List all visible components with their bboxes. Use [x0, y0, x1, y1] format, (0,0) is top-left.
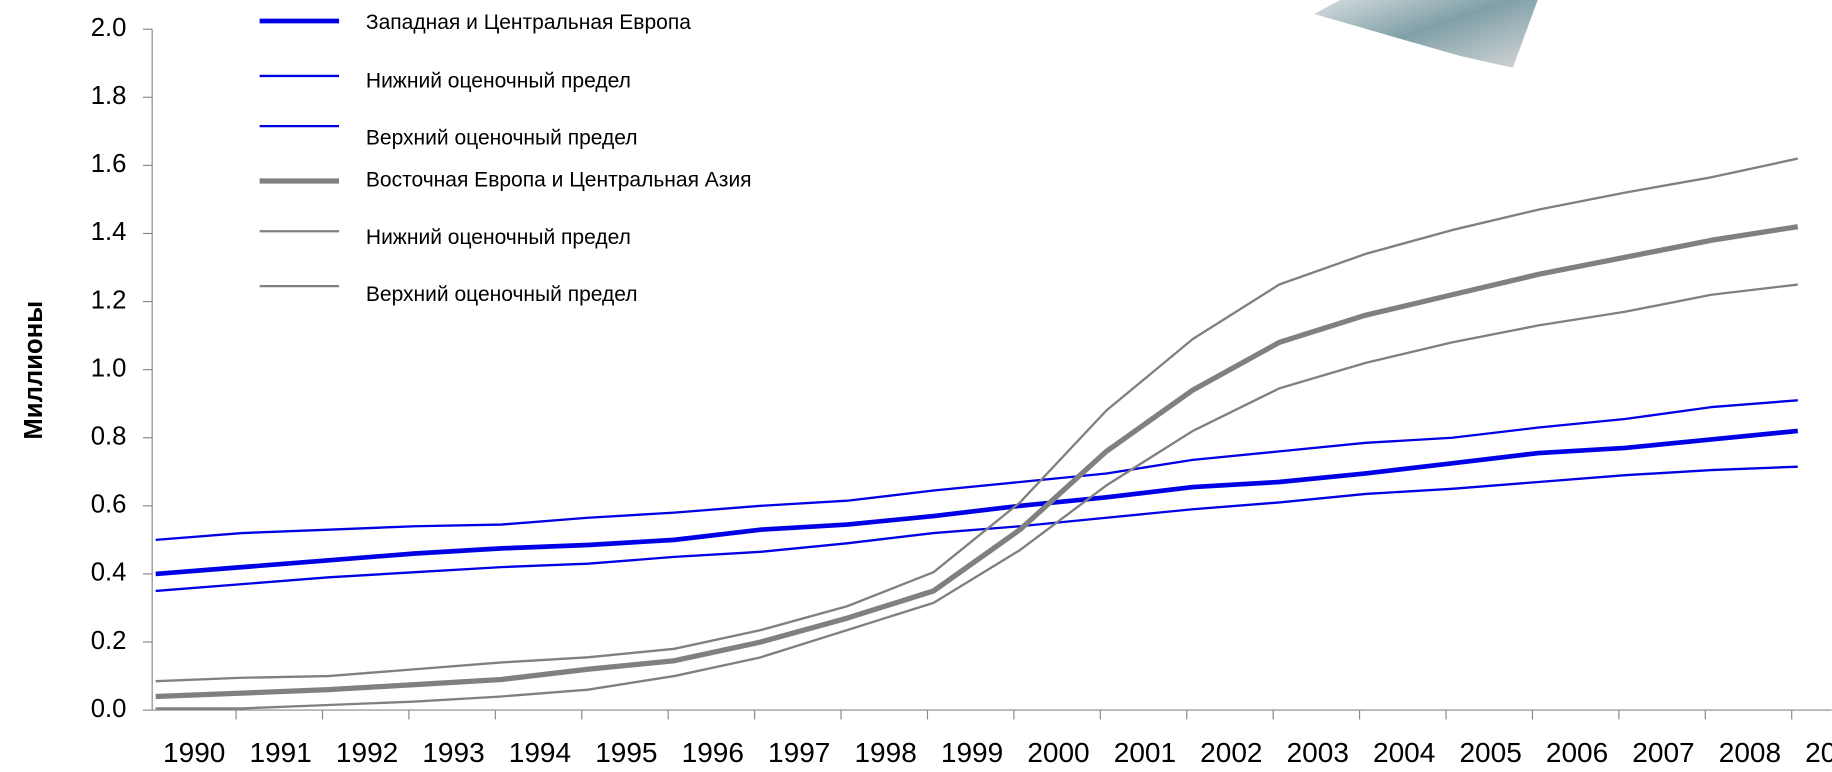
x-tick-label: 1998: [854, 737, 916, 768]
x-tick-label: 1995: [595, 737, 657, 768]
x-tick-label: 2001: [1114, 737, 1176, 768]
x-tick-label: 2006: [1546, 737, 1608, 768]
x-tick-label: 2000: [1027, 737, 1089, 768]
series-line: [155, 157, 1799, 683]
y-tick-label: 0.0: [91, 695, 127, 723]
y-tick-label: 0.6: [91, 491, 127, 519]
x-tick-label: 1996: [682, 737, 744, 768]
x-tick-label: 1993: [422, 737, 484, 768]
legend-label: Верхний оценочный предел: [366, 283, 638, 306]
x-tick-label: 2007: [1632, 737, 1694, 768]
y-axis-label: Миллионы: [20, 301, 48, 440]
y-tick-label: 0.4: [91, 559, 127, 587]
legend-label: Нижний оценочный предел: [366, 69, 631, 92]
y-tick-label: 1.8: [91, 82, 127, 110]
x-tick-label: 1991: [249, 737, 311, 768]
y-tick-label: 1.6: [91, 150, 127, 178]
x-tick-label: 2009: [1805, 737, 1832, 768]
y-tick-label: 0.2: [91, 627, 127, 655]
y-tick-label: 0.8: [91, 423, 127, 451]
x-tick-label: 1997: [768, 737, 830, 768]
y-tick-label: 1.0: [91, 354, 127, 382]
y-tick-label: 1.4: [91, 218, 127, 246]
legend-label: Нижний оценочный предел: [366, 226, 631, 249]
x-tick-label: 2008: [1719, 737, 1781, 768]
x-tick-label: 1990: [163, 737, 225, 768]
legend-label: Восточная Европа и Центральная Азия: [366, 169, 752, 192]
y-tick-label: 1.2: [91, 286, 127, 314]
series-line: [155, 283, 1798, 710]
y-tick-label: 2.0: [91, 14, 127, 42]
series-line: [155, 465, 1798, 593]
x-tick-label: 1992: [336, 737, 398, 768]
x-tick-label: 1999: [941, 737, 1003, 768]
x-tick-label: 2002: [1200, 737, 1262, 768]
x-tick-label: 1994: [509, 737, 571, 768]
series-line: [155, 224, 1799, 700]
legend-label: Верхний оценочный предел: [366, 127, 638, 150]
x-tick-label: 2005: [1459, 737, 1521, 768]
decorative-image: [1314, 0, 1538, 68]
legend-label: Западная и Центральная Европа: [366, 11, 691, 34]
x-tick-label: 2003: [1287, 737, 1349, 768]
series-line: [155, 399, 1798, 542]
x-tick-label: 2004: [1373, 737, 1435, 768]
series-line: [155, 428, 1799, 577]
